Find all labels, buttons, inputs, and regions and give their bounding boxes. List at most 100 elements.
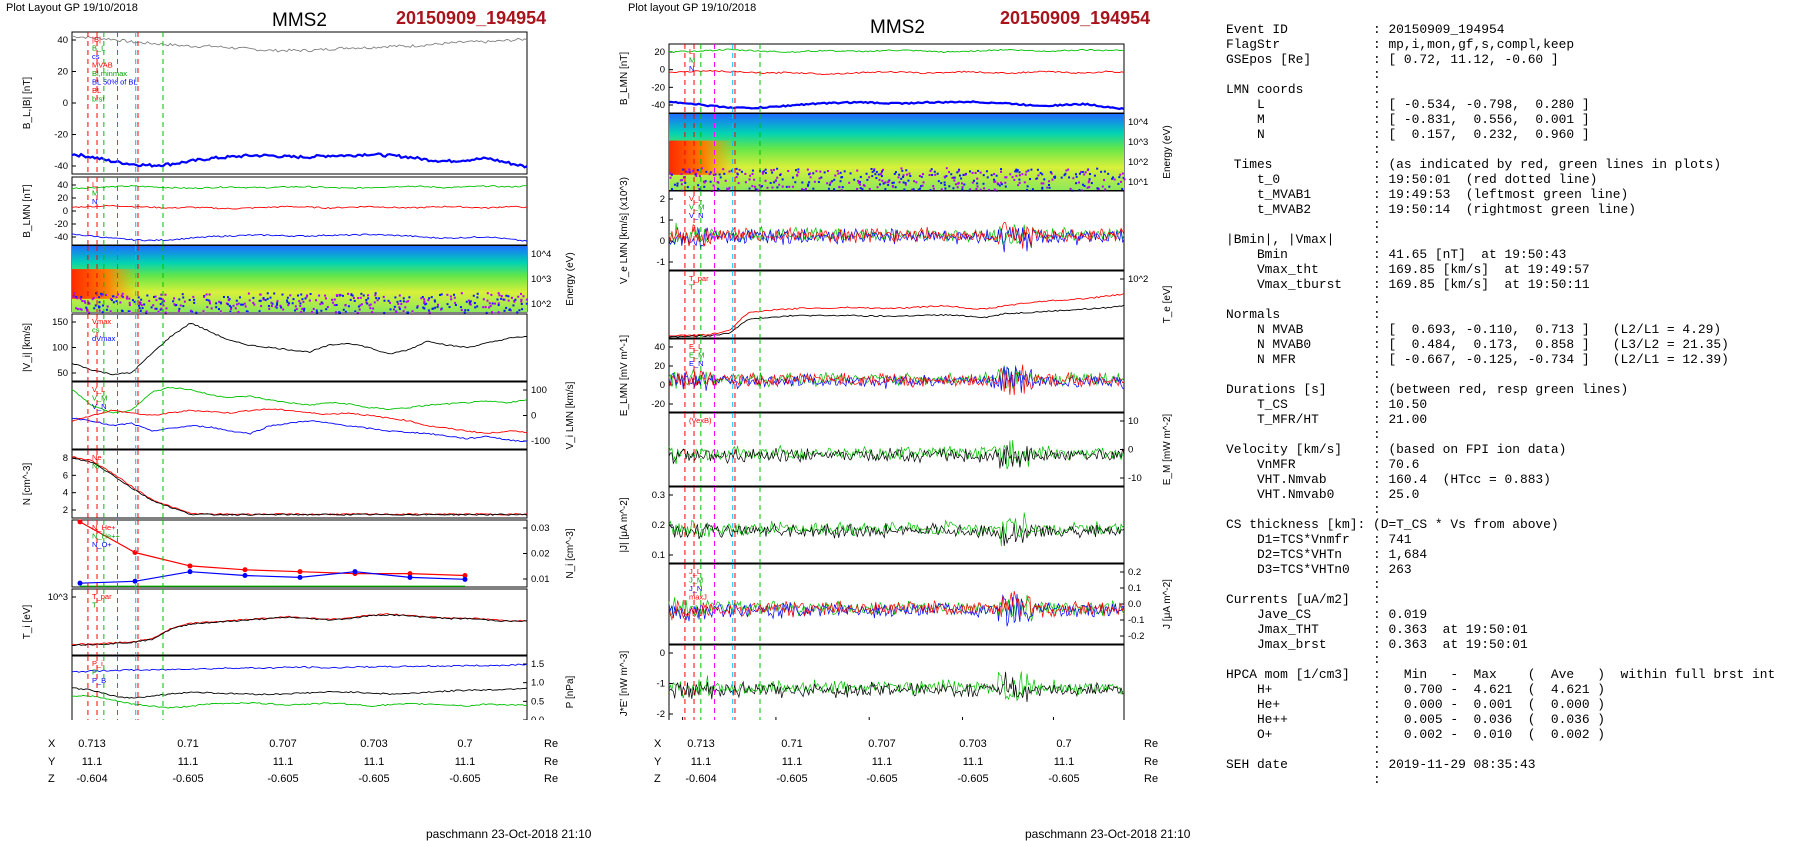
legend-entry: M — [689, 56, 695, 65]
spectrogram-noise — [888, 179, 891, 182]
left-event-id: 20150909_194954 — [396, 8, 547, 28]
spectrogram-noise — [159, 303, 162, 306]
spectrogram-noise — [154, 295, 157, 298]
spectrogram-noise — [312, 307, 315, 310]
spectrogram-noise — [476, 296, 479, 299]
spectrogram-noise — [722, 168, 725, 171]
summary-line: N : [ 0.157, 0.232, 0.960 ] — [1226, 127, 1590, 142]
spectrogram-noise — [834, 174, 837, 177]
spectrogram-noise — [761, 172, 764, 175]
spectrogram-noise — [894, 171, 897, 174]
spectrogram-noise — [723, 172, 726, 175]
spectrogram-noise — [807, 173, 810, 176]
spectrogram-noise — [374, 292, 377, 295]
legend-entry: N_He++ — [92, 532, 121, 541]
spectrogram-noise — [828, 183, 831, 186]
coord-value: -0.605 — [866, 773, 898, 785]
spectrogram-noise — [112, 301, 115, 304]
spectrogram-noise — [428, 311, 431, 314]
spectrogram-noise — [735, 176, 738, 179]
spectrogram-noise — [228, 304, 231, 307]
spectrogram-noise — [684, 170, 687, 173]
series-line — [668, 512, 1125, 547]
spectrogram-noise — [453, 296, 456, 299]
coord-unit: Re — [1144, 738, 1159, 750]
spectrogram-noise — [299, 302, 302, 305]
series-line — [72, 687, 528, 699]
spectrogram-noise — [808, 181, 811, 184]
y-axis-label: P [nPa] — [565, 675, 576, 708]
spectrogram-noise — [232, 304, 235, 307]
spectrogram-noise — [205, 298, 208, 301]
spectrogram-noise — [368, 304, 371, 307]
y-tick-label: 0 — [531, 411, 536, 422]
spectrogram-noise — [128, 301, 131, 304]
spectrogram-noise — [817, 181, 820, 184]
spectrogram-noise — [772, 168, 775, 171]
spectrogram-noise — [680, 183, 683, 186]
spectrogram-noise — [372, 307, 375, 310]
spectrogram-noise — [1014, 170, 1017, 173]
spectrogram-noise — [335, 294, 338, 297]
y-tick-label: 0.2 — [1128, 567, 1141, 578]
spectrogram-noise — [982, 182, 985, 185]
spectrogram-noise — [1084, 171, 1087, 174]
coord-axis-label: X — [654, 738, 662, 750]
spectrogram-noise — [138, 307, 141, 310]
spectrogram-noise — [1011, 176, 1014, 179]
spectrogram-noise — [1112, 176, 1115, 179]
summary-line: O+ : 0.002 - 0.010 ( 0.002 ) — [1226, 727, 1606, 742]
spectrogram-noise — [378, 297, 381, 300]
coord-value: -0.605 — [449, 773, 481, 785]
coord-unit: Re — [1144, 773, 1159, 785]
spectrogram-noise — [1081, 171, 1084, 174]
summary-line: Normals : — [1226, 307, 1381, 322]
legend-entry: L — [689, 47, 693, 56]
spectrogram-noise — [1081, 183, 1084, 186]
coord-value: -0.604 — [685, 773, 717, 785]
spectrogram-noise — [98, 301, 101, 304]
spectrogram-noise — [127, 310, 130, 313]
spectrogram-noise — [503, 309, 506, 312]
spectrogram-noise — [453, 293, 456, 296]
spectrogram-noise — [753, 185, 756, 188]
spectrogram-noise — [449, 295, 452, 298]
spectrogram-noise — [80, 295, 83, 298]
spectrogram-noise — [253, 303, 256, 306]
spectrogram-noise — [439, 293, 442, 296]
spectrogram-noise — [334, 311, 337, 314]
spectrogram-noise — [287, 304, 290, 307]
series-line — [668, 69, 1125, 75]
spectrogram-noise — [76, 308, 79, 311]
spectrogram-noise — [1103, 179, 1106, 182]
coord-unit: Re — [544, 756, 559, 768]
spectrogram-noise — [398, 307, 401, 310]
spectrogram-noise — [101, 311, 104, 314]
spectrogram-noise — [806, 168, 809, 171]
legend-entry: V_M — [689, 203, 704, 212]
spectrogram-noise — [964, 173, 967, 176]
spectrogram-noise — [961, 188, 964, 191]
data-point — [77, 580, 83, 586]
spectrogram-noise — [230, 308, 233, 311]
spectrogram-noise — [776, 186, 779, 189]
summary-line: D2=TCS*VHTn : 1,684 — [1226, 547, 1428, 562]
spectrogram-noise — [901, 169, 904, 172]
y-tick-label: 100 — [531, 385, 547, 396]
y-axis-label: E_M [mW m^-2] — [1162, 414, 1173, 486]
spectrogram-noise — [670, 188, 673, 191]
spectrogram-noise — [100, 294, 103, 297]
spectrogram-noise — [714, 173, 717, 176]
coord-value: 11.1 — [454, 756, 476, 768]
spectrogram-noise — [791, 176, 794, 179]
spectrogram-noise — [753, 178, 756, 181]
spectrogram-noise — [849, 172, 852, 175]
spectrogram-noise — [463, 311, 466, 314]
spectrogram-noise — [669, 172, 672, 175]
spectrogram-noise — [276, 302, 279, 305]
spectrogram-noise — [354, 310, 357, 313]
spectrogram-noise — [1088, 173, 1091, 176]
spectrogram-noise — [279, 304, 282, 307]
spectrogram-noise — [1118, 176, 1121, 179]
coord-axis-label: Z — [48, 773, 55, 785]
